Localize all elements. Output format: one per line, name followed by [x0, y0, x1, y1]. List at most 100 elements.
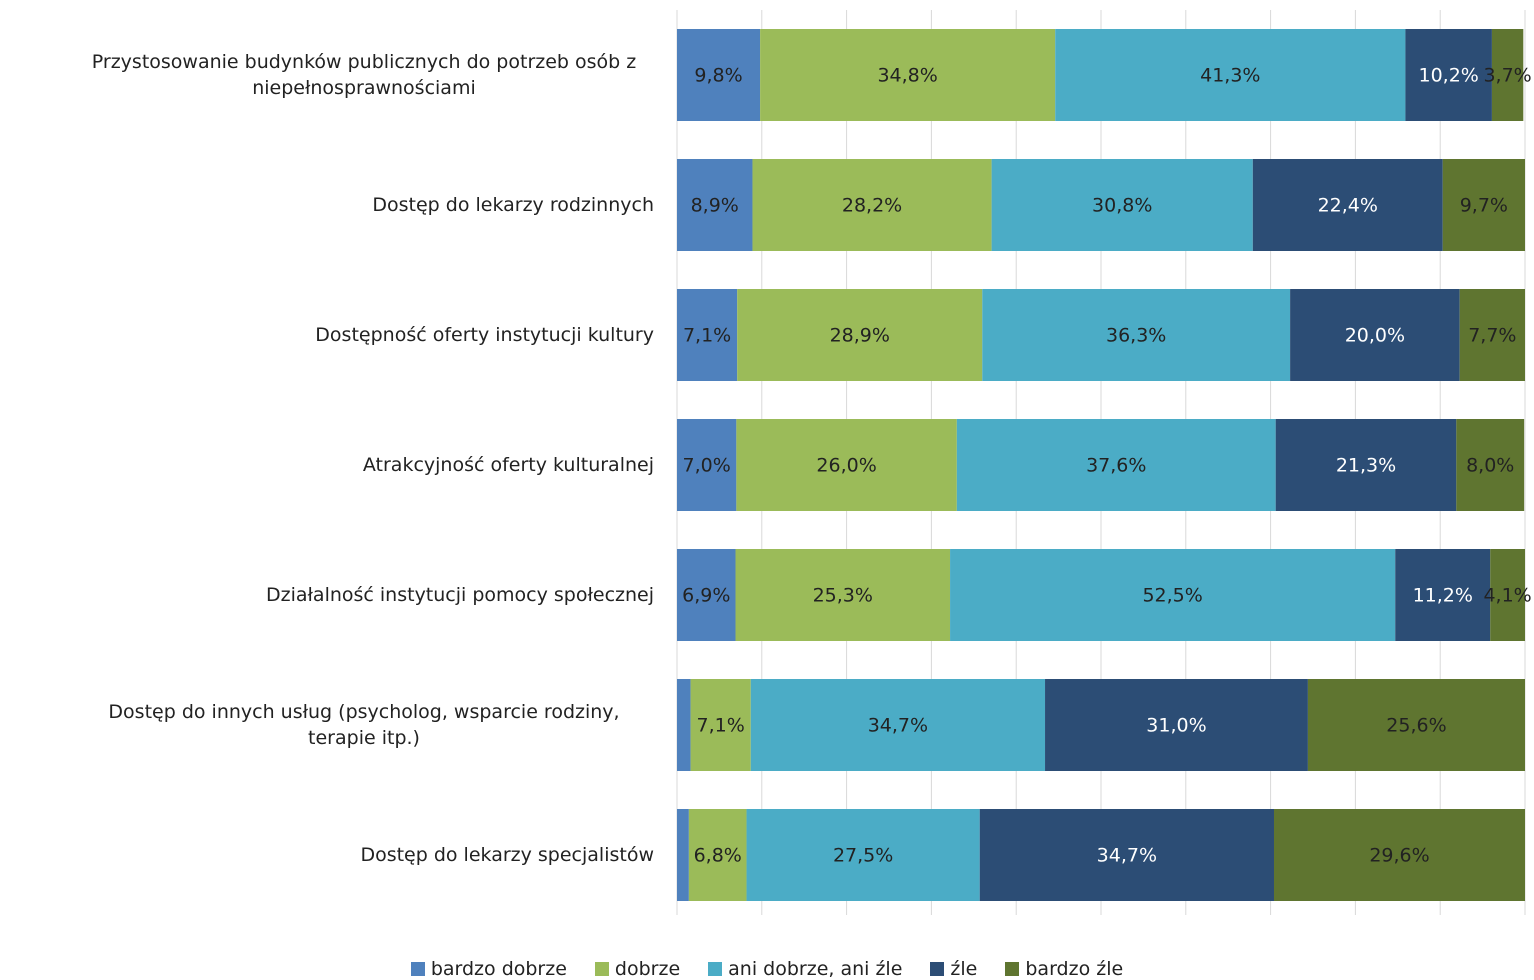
bar-segment: [1456, 419, 1525, 511]
data-label: 6,8%: [694, 845, 742, 867]
legend-item: bardzo źle: [1005, 958, 1123, 980]
bar-segment: [979, 809, 1274, 901]
legend-label: źle: [950, 958, 978, 980]
bar-segment: [1273, 809, 1525, 901]
legend-swatch: [594, 962, 609, 976]
legend-item: dobrze: [594, 958, 681, 980]
bar-segment: [750, 679, 1046, 771]
data-label: 8,0%: [1466, 455, 1514, 477]
data-label: 4,1%: [1483, 585, 1531, 607]
bar-segment: [677, 679, 691, 771]
category-label: Atrakcyjność oferty kulturalnej: [362, 454, 654, 476]
category-label-box: Dostępność oferty instytucji kultury: [315, 289, 654, 381]
bar-segment: [1252, 159, 1443, 251]
data-label: 9,8%: [694, 65, 742, 87]
data-label: 22,4%: [1318, 195, 1378, 217]
data-label: 7,1%: [697, 715, 745, 737]
bar-segment: [736, 419, 957, 511]
bar-segment: [982, 289, 1291, 381]
data-label: 34,7%: [868, 715, 928, 737]
bar-segment: [760, 29, 1056, 121]
category-label-box: Dostęp do innych usług (psycholog, wspar…: [74, 679, 654, 771]
data-label: 7,7%: [1468, 325, 1516, 347]
bar-segment: [677, 419, 737, 511]
data-label: 21,3%: [1336, 455, 1396, 477]
bar-segment: [677, 159, 753, 251]
data-label: 6,9%: [682, 585, 730, 607]
legend-swatch: [930, 962, 945, 976]
bar-segment: [746, 809, 980, 901]
data-label: 8,9%: [691, 195, 739, 217]
bar-segment: [1491, 29, 1524, 121]
data-label: 27,5%: [833, 845, 893, 867]
bar-segment: [690, 679, 751, 771]
data-label: 52,5%: [1142, 585, 1202, 607]
data-label: 34,8%: [877, 65, 937, 87]
legend-item: bardzo dobrze: [410, 958, 567, 980]
category-label: Dostępność oferty instytucji kultury: [315, 324, 654, 346]
bar-segment: [1442, 159, 1525, 251]
data-label: 11,2%: [1413, 585, 1473, 607]
legend-label: ani dobrze, ani źle: [728, 958, 903, 980]
category-label: Działalność instytucji pomocy społecznej: [266, 584, 654, 606]
bar-segment: [677, 809, 689, 901]
bar-segment: [1307, 679, 1525, 771]
data-label: 25,3%: [813, 585, 873, 607]
data-label: 3,7%: [1483, 65, 1531, 87]
legend-label: bardzo źle: [1025, 958, 1124, 980]
bar-segment: [1490, 549, 1525, 641]
bar-segment: [991, 159, 1253, 251]
data-label: 28,2%: [842, 195, 902, 217]
data-label: 36,3%: [1106, 325, 1166, 347]
category-label: Dostęp do lekarzy specjalistów: [360, 844, 654, 866]
bar-segment: [956, 419, 1276, 511]
category-label: Przystosowanie budynków publicznych do p…: [91, 51, 637, 99]
category-label-box: Przystosowanie budynków publicznych do p…: [74, 29, 654, 121]
data-label: 29,6%: [1369, 845, 1429, 867]
chart: 9,8% 34,8% 41,3% 10,2% 3,7% 8,9% 28,2% 30,8% 22,…: [676, 10, 1532, 915]
bar-segment: [950, 549, 1396, 641]
category-label-box: Dostęp do lekarzy specjalistów: [360, 809, 654, 901]
data-label: 41,3%: [1200, 65, 1260, 87]
bar-segment: [1275, 419, 1457, 511]
category-label-box: Atrakcyjność oferty kulturalnej: [363, 419, 654, 511]
bar-segment: [1045, 679, 1308, 771]
category-label-box: Działalność instytucji pomocy społecznej: [266, 549, 654, 641]
data-label: 20,0%: [1345, 325, 1405, 347]
bar-segment: [677, 549, 736, 641]
category-label: Dostęp do innych usług (psycholog, wspar…: [108, 701, 620, 749]
data-label: 25,6%: [1386, 715, 1446, 737]
data-label: 9,7%: [1460, 195, 1508, 217]
data-label: 31,0%: [1146, 715, 1206, 737]
bar-segment: [1055, 29, 1406, 121]
bar-segment: [688, 809, 747, 901]
legend: bardzo dobrze dobrze ani dobrze, ani źle źl…: [0, 958, 1534, 980]
legend-label: dobrze: [614, 958, 681, 980]
bar-segment: [677, 289, 738, 381]
data-label: 30,8%: [1092, 195, 1152, 217]
data-label: 10,2%: [1419, 65, 1479, 87]
legend-item: ani dobrze, ani źle: [708, 958, 902, 980]
data-label: 37,6%: [1086, 455, 1146, 477]
data-label: 7,1%: [683, 325, 731, 347]
data-label: 28,9%: [830, 325, 890, 347]
category-label-box: Dostęp do lekarzy rodzinnych: [372, 159, 654, 251]
data-label: 7,0%: [683, 455, 731, 477]
legend-label: bardzo dobrze: [430, 958, 567, 980]
bar-segment: [737, 289, 983, 381]
legend-swatch: [1005, 962, 1020, 976]
legend-item: źle: [930, 958, 977, 980]
bar-segment: [1395, 549, 1491, 641]
bar-segment: [752, 159, 992, 251]
data-label: 26,0%: [816, 455, 876, 477]
legend-swatch: [708, 962, 723, 976]
bar-segment: [677, 29, 761, 121]
bar-segment: [1290, 289, 1460, 381]
bar-segment: [1405, 29, 1492, 121]
legend-swatch: [410, 962, 425, 976]
bar-segment: [1459, 289, 1525, 381]
category-label: Dostęp do lekarzy rodzinnych: [372, 194, 654, 216]
data-label: 34,7%: [1097, 845, 1157, 867]
bar-segment: [735, 549, 951, 641]
